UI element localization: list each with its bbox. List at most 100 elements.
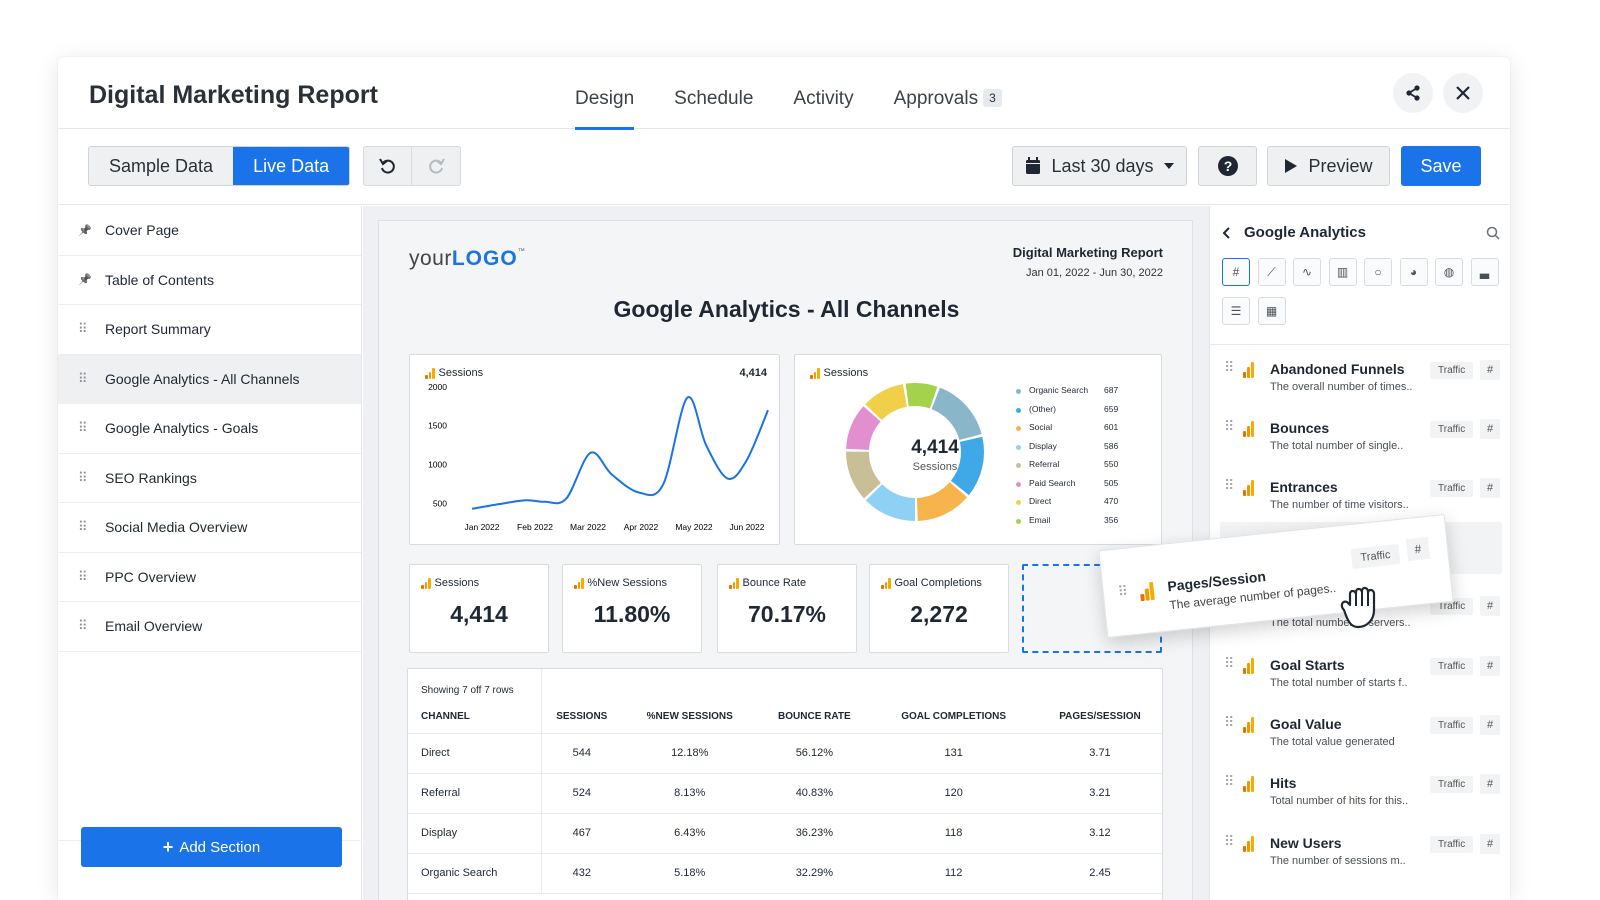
redo-button[interactable] xyxy=(412,146,461,186)
horizontal-bar-icon[interactable]: ☰ xyxy=(1222,297,1250,325)
close-button[interactable] xyxy=(1443,73,1483,113)
sidebar-item[interactable]: ⠿ Report Summary xyxy=(58,305,361,355)
redo-icon xyxy=(429,158,445,174)
kpi-card[interactable]: %New Sessions 11.80% xyxy=(562,564,702,653)
undo-button[interactable] xyxy=(363,146,412,186)
sidebar-item[interactable]: ⠿ Google Analytics - All Channels xyxy=(58,354,361,404)
kpi-label-text: Sessions xyxy=(434,577,480,589)
metric-item[interactable]: ⠿ Abandoned Funnels The overall number of … xyxy=(1220,359,1502,417)
pie-icon[interactable]: ◕ xyxy=(1399,258,1428,286)
sidebar-item[interactable]: ⠿ SEO Rankings xyxy=(58,454,361,503)
share-button[interactable] xyxy=(1393,73,1433,113)
google-analytics-icon xyxy=(810,367,820,379)
search-icon[interactable] xyxy=(1486,226,1500,240)
chart-label: Sessions xyxy=(425,367,483,379)
share-icon xyxy=(1406,85,1420,101)
channels-table-card[interactable]: Showing 7 off 7 rows Channel Sessions %New… xyxy=(407,668,1163,900)
drag-handle-icon[interactable]: ⠿ xyxy=(78,321,88,337)
metric-item[interactable]: ⠿ Hits Total number of hits for this.. Traf… xyxy=(1220,773,1502,831)
table-cell: 524 xyxy=(541,773,623,814)
sessions-donut-chart-card[interactable]: Sessions 4,414 Sessions Organic Search 68… xyxy=(794,354,1162,545)
drag-handle-icon[interactable]: ⠿ xyxy=(1224,359,1234,375)
tab-schedule[interactable]: Schedule xyxy=(674,57,753,129)
metric-description: The total value generated xyxy=(1270,736,1395,748)
metric-tag: Traffic xyxy=(1430,836,1474,853)
drag-handle-icon[interactable]: ⠿ xyxy=(1224,477,1234,493)
drag-handle-icon[interactable]: ⠿ xyxy=(78,370,88,386)
table-cell: Display xyxy=(408,813,542,854)
metric-description: The total number of starts f.. xyxy=(1270,677,1408,689)
kpi-card[interactable]: Sessions 4,414 xyxy=(409,564,549,653)
tab-approvals[interactable]: Approvals 3 xyxy=(894,57,1002,129)
column-header[interactable]: %New Sessions xyxy=(622,701,758,734)
donut-icon[interactable]: ○ xyxy=(1364,258,1392,286)
x-tick-label: May 2022 xyxy=(675,522,713,532)
sidebar-item[interactable]: 📌 Cover Page xyxy=(58,206,361,256)
area-chart-icon[interactable]: ▃ xyxy=(1470,258,1499,286)
table-icon[interactable]: ▦ xyxy=(1257,297,1286,325)
legend-value: 601 xyxy=(1104,422,1119,432)
column-header[interactable]: Goal Completions xyxy=(871,701,1036,734)
table-cell: 131 xyxy=(871,733,1036,774)
date-range-dropdown[interactable]: Last 30 days xyxy=(1012,146,1187,186)
column-header[interactable]: Pages/Session xyxy=(1035,701,1162,734)
drag-handle-icon[interactable]: ⠿ xyxy=(1224,833,1234,849)
drag-handle-icon[interactable]: ⠿ xyxy=(78,519,88,535)
table-cell: 6.43% xyxy=(622,813,758,854)
kpi-label-text: %New Sessions xyxy=(587,577,667,589)
sidebar-item[interactable]: 📌 Table of Contents xyxy=(58,256,361,305)
donut-slice xyxy=(846,451,881,499)
donut-center-label: Sessions xyxy=(912,461,958,473)
add-section-button[interactable]: + Add Section xyxy=(81,827,342,867)
globe-icon[interactable]: ◍ xyxy=(1435,258,1463,286)
sidebar-item[interactable]: ⠿ Social Media Overview xyxy=(58,503,361,553)
kpi-label-text: Goal Completions xyxy=(894,577,982,589)
column-header[interactable]: Sessions xyxy=(541,701,623,734)
bar-chart-icon[interactable]: ▥ xyxy=(1328,258,1357,286)
number-icon[interactable]: # xyxy=(1222,258,1250,286)
sidebar-item[interactable]: ⠿ PPC Overview xyxy=(58,553,361,602)
metric-description: The number of sessions m.. xyxy=(1270,855,1406,867)
tab-activity[interactable]: Activity xyxy=(793,57,853,129)
drag-handle-icon[interactable]: ⠿ xyxy=(78,618,88,634)
drag-handle-icon[interactable]: ⠿ xyxy=(78,420,88,436)
live-data-button[interactable]: Live Data xyxy=(233,147,350,185)
google-analytics-icon xyxy=(881,577,891,589)
sidebar-item[interactable]: ⠿ Email Overview xyxy=(58,602,361,652)
report-editor-window: Digital Marketing Report Design Schedule… xyxy=(58,57,1510,900)
column-header[interactable]: Bounce Rate xyxy=(757,701,872,734)
sidebar-item-label: Cover Page xyxy=(105,222,179,239)
sample-data-button[interactable]: Sample Data xyxy=(89,147,234,185)
kpi-card[interactable]: Goal Completions 2,272 xyxy=(869,564,1009,653)
drag-handle-icon[interactable]: ⠿ xyxy=(1224,418,1234,434)
kpi-card[interactable]: Bounce Rate 70.17% xyxy=(717,564,857,653)
drag-handle-icon[interactable]: ⠿ xyxy=(78,469,88,485)
metric-item[interactable]: ⠿ Goal Starts The total number of starts f… xyxy=(1220,655,1502,713)
calendar-icon xyxy=(1026,157,1041,174)
sparkline-icon[interactable]: ∿ xyxy=(1293,258,1321,286)
tab-design[interactable]: Design xyxy=(575,57,635,130)
sessions-line-chart-card[interactable]: Sessions 4,414 500 1000 1500 2000 Jan 2022 Fe… xyxy=(409,354,780,545)
drag-handle-icon[interactable]: ⠿ xyxy=(78,568,88,584)
help-button[interactable]: ? xyxy=(1198,146,1257,186)
legend-item: Organic Search 687 xyxy=(1016,385,1156,404)
preview-button[interactable]: Preview xyxy=(1267,146,1390,186)
sidebar-item[interactable]: ⠿ Google Analytics - Goals xyxy=(58,404,361,454)
kpi-label-text: Bounce Rate xyxy=(742,577,807,589)
back-chevron-icon[interactable] xyxy=(1222,226,1232,239)
line-chart-icon[interactable]: ⟋ xyxy=(1257,258,1286,286)
metric-tag: Traffic xyxy=(1430,658,1474,675)
metric-item[interactable]: ⠿ Goal Value The total value generated Traf… xyxy=(1220,714,1502,772)
drag-handle-icon[interactable]: ⠿ xyxy=(1224,773,1234,789)
drag-handle-icon[interactable]: ⠿ xyxy=(1224,655,1234,671)
help-icon: ? xyxy=(1217,156,1238,176)
drag-handle-icon[interactable]: ⠿ xyxy=(1224,714,1234,730)
number-icon: # xyxy=(1480,774,1500,794)
save-button[interactable]: Save xyxy=(1401,146,1481,186)
column-header[interactable]: Channel xyxy=(408,701,542,734)
drag-handle-icon: ⠿ xyxy=(1116,582,1129,600)
metric-item[interactable]: ⠿ Entrances The number of time visitors.. T… xyxy=(1220,477,1502,535)
legend-item: Social 601 xyxy=(1016,422,1156,441)
metric-item[interactable]: ⠿ Bounces The total number of single.. Traf… xyxy=(1220,418,1502,476)
metric-item[interactable]: ⠿ New Users The number of sessions m.. Traf… xyxy=(1220,833,1502,891)
